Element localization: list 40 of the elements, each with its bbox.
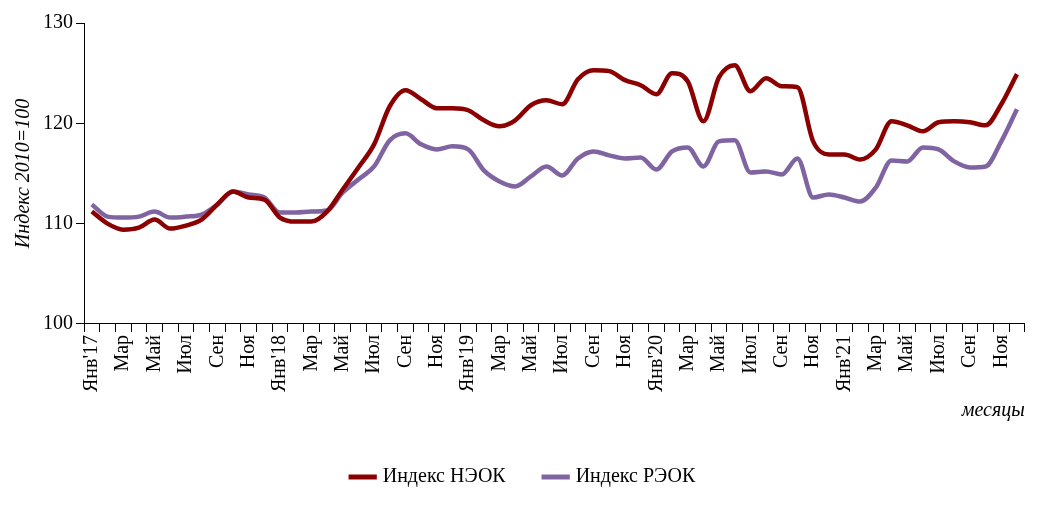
x-tick-label: Июл <box>549 334 572 374</box>
x-tick-label: Июл <box>361 334 384 374</box>
x-tick-label: Мар <box>486 334 510 372</box>
x-tick-label: Янв'18 <box>267 334 290 392</box>
legend-label: Индекс РЭОК <box>575 464 696 488</box>
x-tick-label: Ноя <box>235 334 258 369</box>
x-tick-label: Ноя <box>424 334 447 369</box>
x-tick-label: Янв'19 <box>455 334 478 392</box>
y-tick-label: 130 <box>43 10 73 33</box>
x-tick-label: Май <box>141 334 164 373</box>
x-tick-label: Май <box>894 334 917 373</box>
y-axis-title: Индекс 2010=100 <box>11 98 34 250</box>
line-series <box>89 62 1020 232</box>
y-tick-label: 120 <box>43 110 73 133</box>
x-tick-label: Сен <box>204 334 227 369</box>
y-tick-label: 100 <box>43 311 73 334</box>
line-series <box>89 107 1020 220</box>
x-tick-label: Мар <box>674 334 698 372</box>
x-tick-label: Май <box>518 334 541 373</box>
legend-label: Индекс НЭОК <box>382 464 507 488</box>
x-tick-label: Сен <box>580 334 603 369</box>
x-tick-label: Мар <box>863 334 887 372</box>
x-tick-label: Ноя <box>612 334 635 369</box>
x-tick-label: Ноя <box>800 334 823 369</box>
x-tick-label: Мар <box>298 334 322 372</box>
x-tick-label: Сен <box>769 334 792 369</box>
x-tick-label: Янв'17 <box>79 334 102 392</box>
x-tick-label: Мар <box>110 334 134 372</box>
x-tick-label: Май <box>706 334 729 373</box>
x-tick-label: Ноя <box>988 334 1011 369</box>
x-axis-title: месяцы <box>960 398 1025 422</box>
x-tick-label: Июл <box>925 334 948 374</box>
x-tick-label: Сен <box>957 334 980 369</box>
x-tick-label: Янв'21 <box>831 334 854 392</box>
x-tick-label: Янв'20 <box>643 334 666 392</box>
x-tick-label: Июл <box>173 334 196 374</box>
x-tick-label: Май <box>329 334 352 373</box>
x-tick-label: Июл <box>737 334 760 374</box>
x-tick-label: Сен <box>392 334 415 369</box>
y-tick-label: 110 <box>43 210 73 233</box>
